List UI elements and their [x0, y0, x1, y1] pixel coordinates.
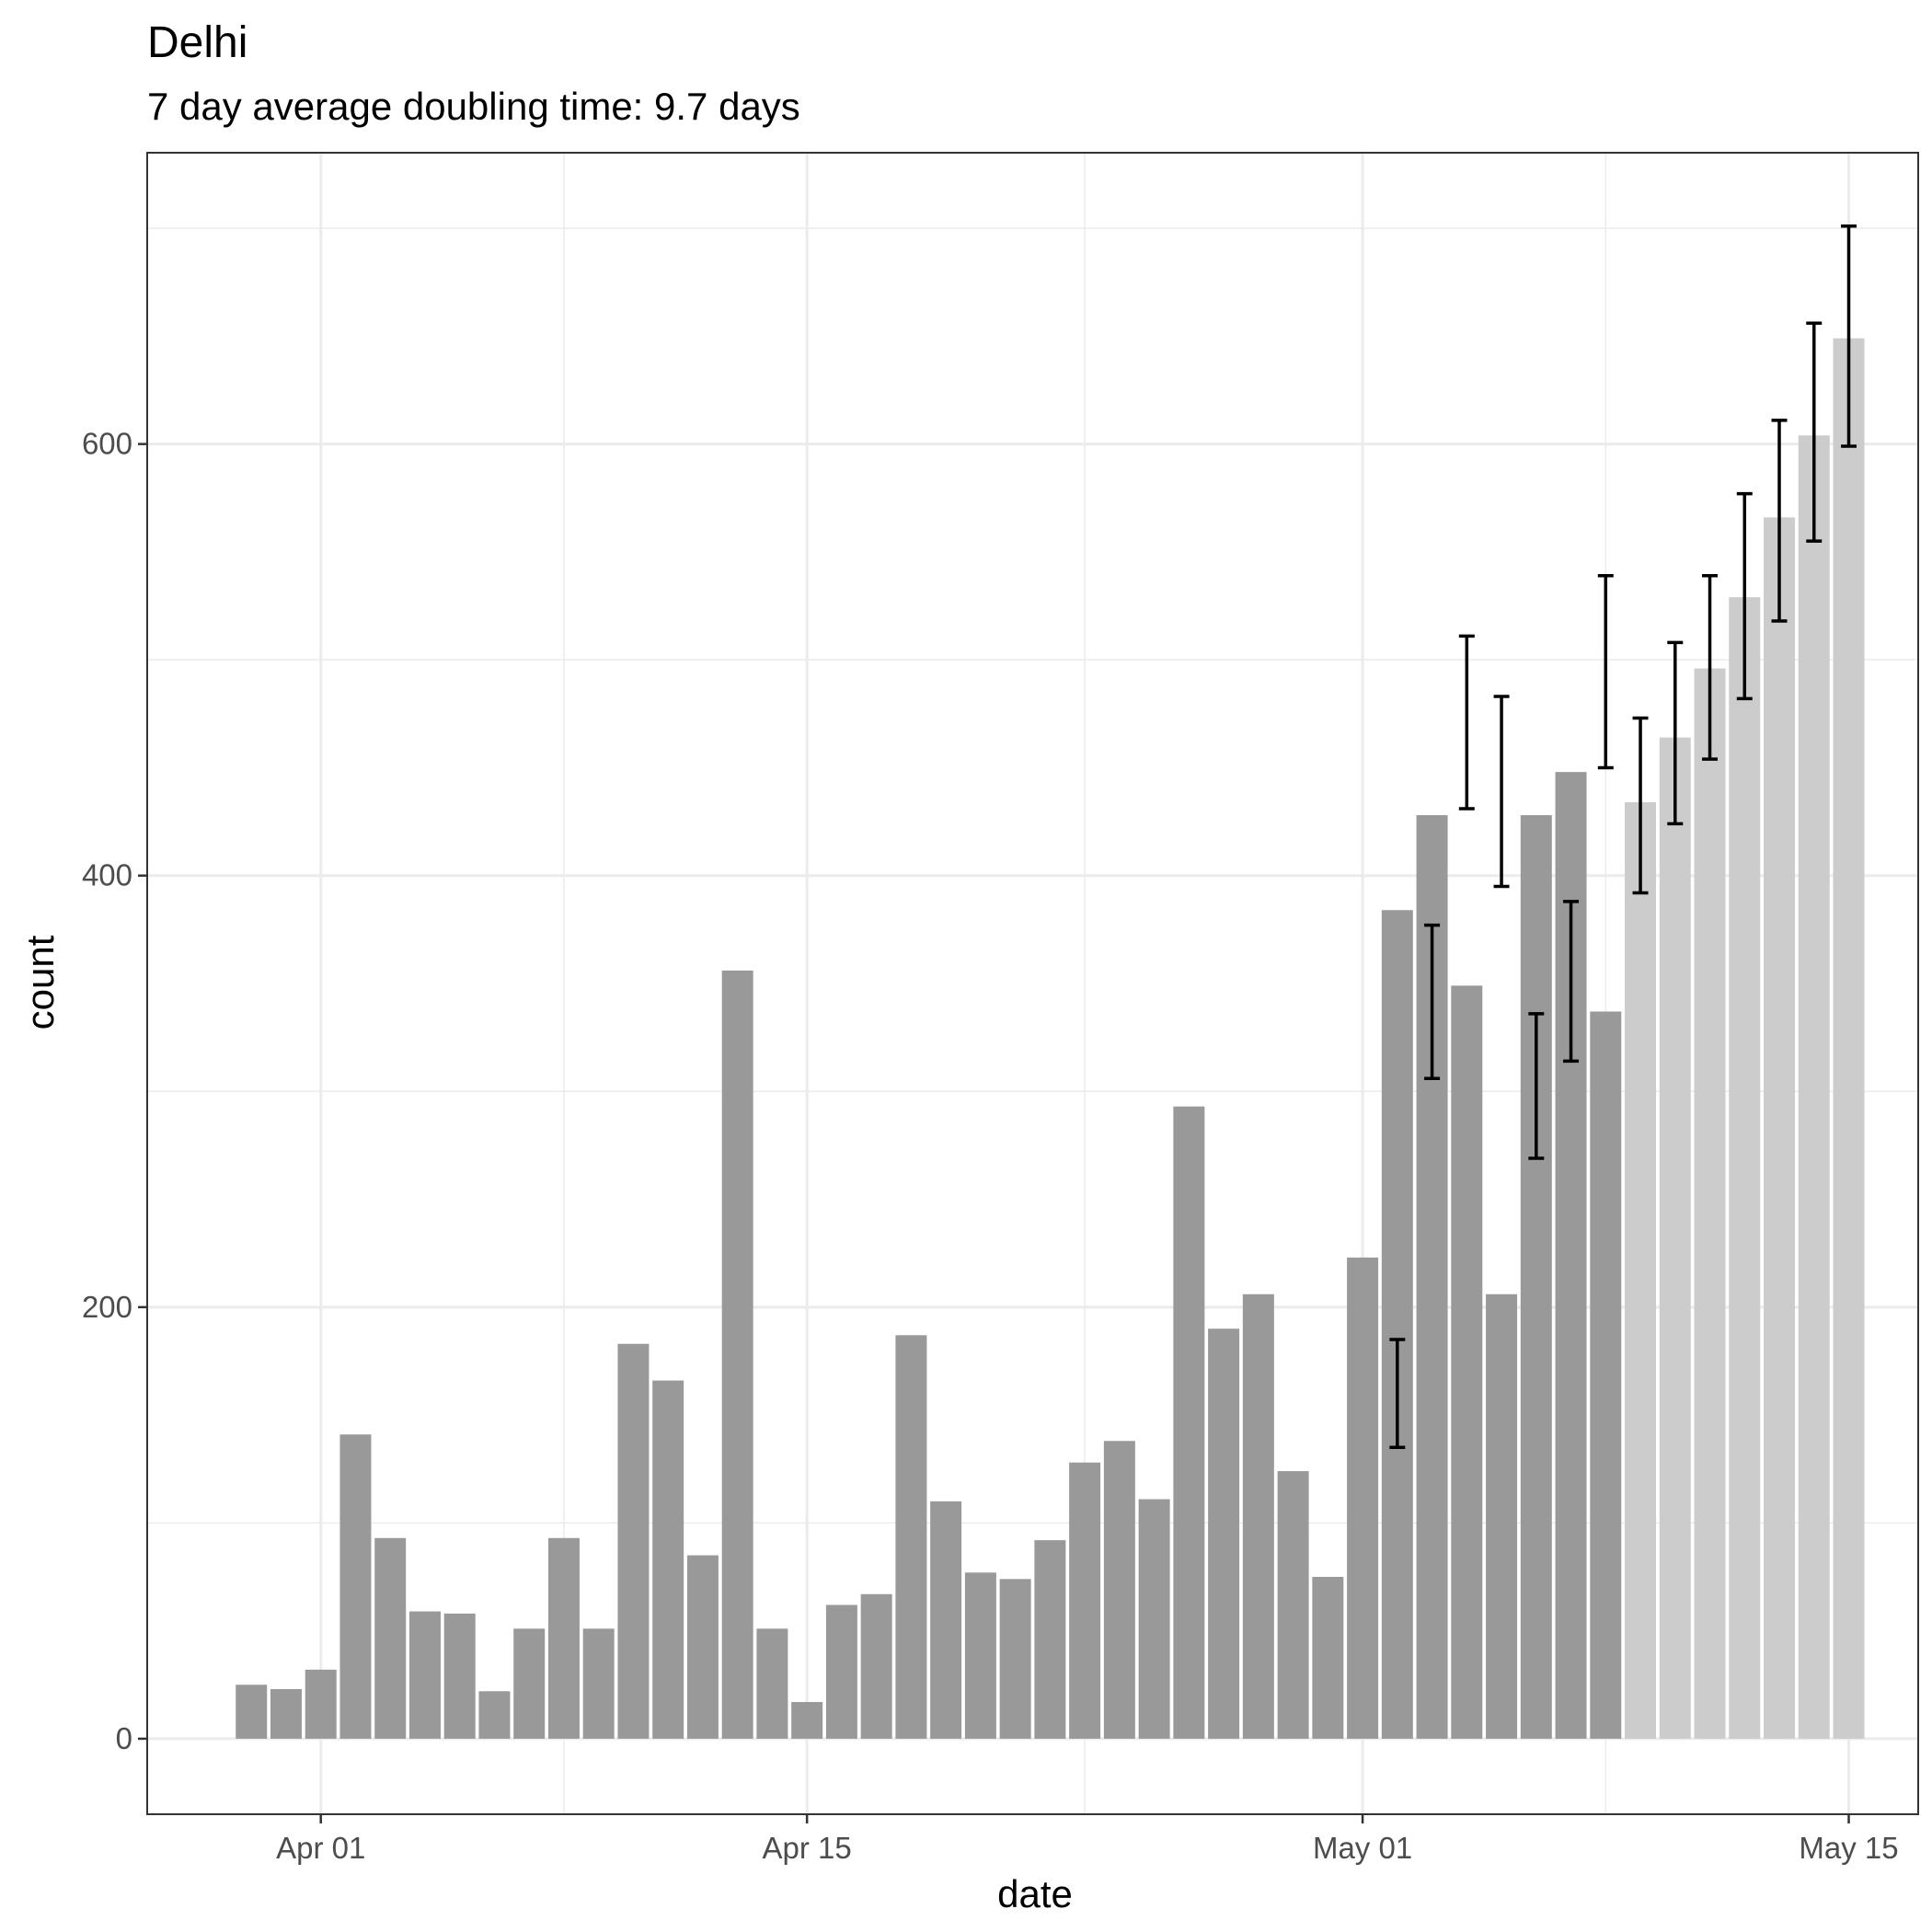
- bar-projected: [1694, 668, 1726, 1739]
- bar-observed: [1277, 1471, 1309, 1739]
- error-bar: [1493, 695, 1510, 889]
- chart-title: Delhi: [147, 18, 247, 67]
- x-tick-label: May 15: [1799, 1831, 1898, 1865]
- bar-observed: [1347, 1257, 1379, 1739]
- error-bar: [1632, 716, 1649, 895]
- x-tick-label: Apr 01: [276, 1831, 365, 1865]
- chart-subtitle: 7 day average doubling time: 9.7 days: [147, 85, 800, 128]
- bar-projected: [1833, 338, 1865, 1739]
- error-bars: [1389, 224, 1857, 1450]
- bar-observed: [1242, 1294, 1274, 1739]
- error-bar: [1563, 900, 1580, 1064]
- bars: [236, 338, 1865, 1739]
- bar-observed: [1069, 1462, 1101, 1739]
- bar-observed: [860, 1593, 892, 1739]
- bar-observed: [1208, 1328, 1240, 1739]
- bar-observed: [1138, 1499, 1170, 1739]
- bar-projected: [1659, 737, 1691, 1739]
- error-bar: [1736, 491, 1753, 701]
- bar-observed: [930, 1501, 962, 1739]
- bar-observed: [547, 1537, 580, 1739]
- bar-projected: [1729, 597, 1761, 1739]
- y-tick-label: 400: [82, 858, 132, 892]
- plot-panel: [147, 153, 1918, 1814]
- bar-observed: [1451, 985, 1483, 1739]
- bar-observed: [478, 1691, 511, 1739]
- bar-observed: [408, 1611, 441, 1739]
- bar-observed: [617, 1343, 650, 1739]
- x-axis: Apr 01 Apr 15 May 01 May 15: [276, 1814, 1899, 1865]
- error-bar: [1458, 634, 1475, 811]
- bar-observed: [582, 1628, 615, 1739]
- bar-observed: [999, 1579, 1031, 1739]
- bar-observed: [270, 1688, 302, 1739]
- error-bar: [1771, 419, 1788, 623]
- bar-observed: [756, 1628, 788, 1739]
- x-axis-title: date: [997, 1872, 1073, 1915]
- error-bar: [1389, 1338, 1406, 1450]
- bar-observed: [236, 1685, 268, 1739]
- bar-observed: [686, 1555, 719, 1739]
- bar-observed: [1312, 1577, 1344, 1739]
- error-bar: [1424, 923, 1441, 1080]
- bar-observed: [1173, 1106, 1205, 1739]
- bar-projected: [1798, 435, 1830, 1739]
- bar-observed: [339, 1434, 372, 1739]
- bar-observed: [652, 1380, 684, 1739]
- error-bar: [1528, 1012, 1545, 1160]
- bar-observed: [791, 1702, 823, 1739]
- y-axis: 0 200 400 600: [82, 427, 147, 1755]
- y-tick-label: 200: [82, 1290, 132, 1324]
- bar-observed: [1520, 815, 1552, 1739]
- x-tick-label: Apr 15: [763, 1831, 852, 1865]
- bar-observed: [443, 1613, 476, 1739]
- bar-observed: [1590, 1011, 1622, 1739]
- error-bar: [1597, 573, 1614, 770]
- y-tick-label: 0: [116, 1721, 132, 1755]
- bar-projected: [1625, 801, 1657, 1739]
- bar-observed: [305, 1669, 337, 1739]
- bar-observed: [1103, 1441, 1135, 1739]
- plot-border: [146, 152, 1919, 1815]
- x-tick-label: May 01: [1313, 1831, 1412, 1865]
- bar-observed: [374, 1537, 407, 1739]
- bar-observed: [964, 1572, 996, 1739]
- bar-projected: [1764, 517, 1796, 1739]
- y-axis-title: count: [18, 935, 62, 1029]
- bar-observed: [1381, 910, 1413, 1739]
- error-bar: [1667, 640, 1684, 826]
- bar-observed: [895, 1335, 927, 1739]
- bar-observed: [1034, 1540, 1066, 1739]
- bar-observed: [1486, 1294, 1518, 1739]
- y-tick-label: 600: [82, 427, 132, 461]
- bar-observed: [721, 970, 753, 1739]
- error-bar: [1702, 573, 1719, 761]
- bar-observed: [513, 1628, 546, 1739]
- error-bar: [1841, 224, 1857, 448]
- bar-observed: [825, 1604, 857, 1739]
- error-bar: [1806, 321, 1823, 543]
